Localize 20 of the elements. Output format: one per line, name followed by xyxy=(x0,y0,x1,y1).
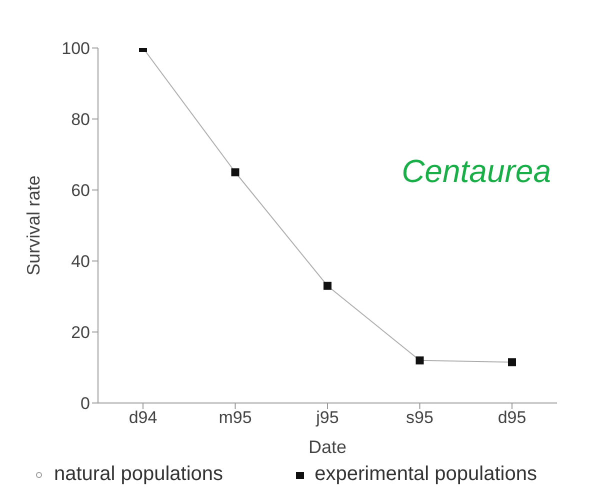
point xyxy=(416,356,424,364)
point xyxy=(231,168,240,176)
legend-label: experimental populations xyxy=(314,463,537,486)
x-tick-label: s95 xyxy=(406,408,434,428)
point xyxy=(324,282,332,290)
y-tick-label: 0 xyxy=(80,394,90,414)
y-tick-label: 40 xyxy=(71,252,90,272)
legend-label: natural populations xyxy=(54,463,224,486)
x-tick-label: j95 xyxy=(315,408,339,428)
x-tick-label: m95 xyxy=(218,408,252,428)
y-axis-title: Survival rate xyxy=(23,175,44,276)
x-axis-title: Date xyxy=(308,437,347,457)
y-tick-label: 20 xyxy=(71,323,90,342)
annotation: Centaurea xyxy=(402,153,551,190)
point xyxy=(508,358,516,366)
y-tick-label: 60 xyxy=(71,181,90,200)
y-tick-label: 100 xyxy=(62,39,90,58)
x-tick-label: d94 xyxy=(128,408,158,428)
y-tick-label: 80 xyxy=(71,110,90,130)
x-tick-label: d95 xyxy=(498,408,526,428)
